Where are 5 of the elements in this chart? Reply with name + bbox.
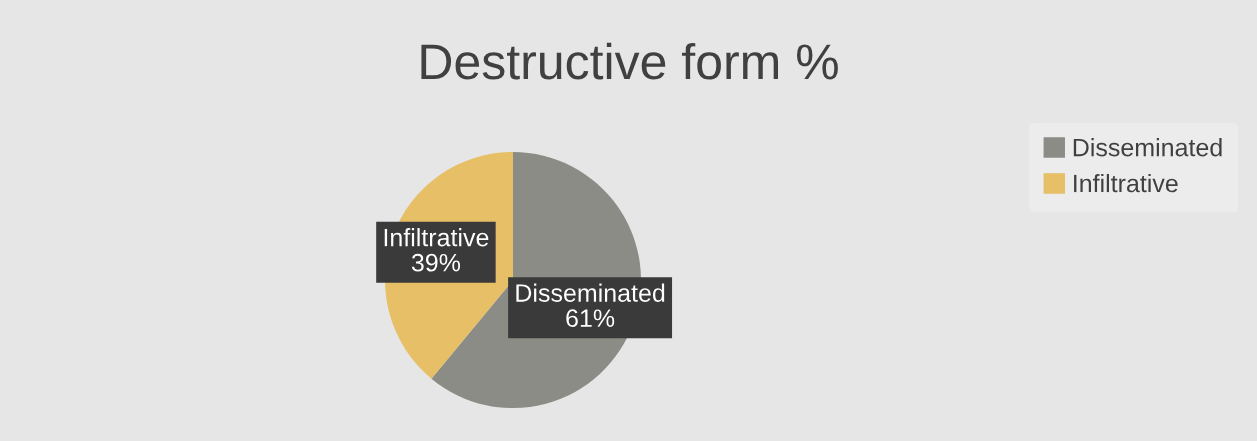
legend-label: Infiltrative bbox=[1074, 173, 1178, 193]
data-label: Disseminated 61% bbox=[516, 283, 665, 328]
legend-label: Disseminated bbox=[1073, 138, 1222, 157]
data-label: Infiltrative 39% bbox=[384, 228, 489, 272]
chart-title: Destructive form % bbox=[421, 42, 838, 80]
